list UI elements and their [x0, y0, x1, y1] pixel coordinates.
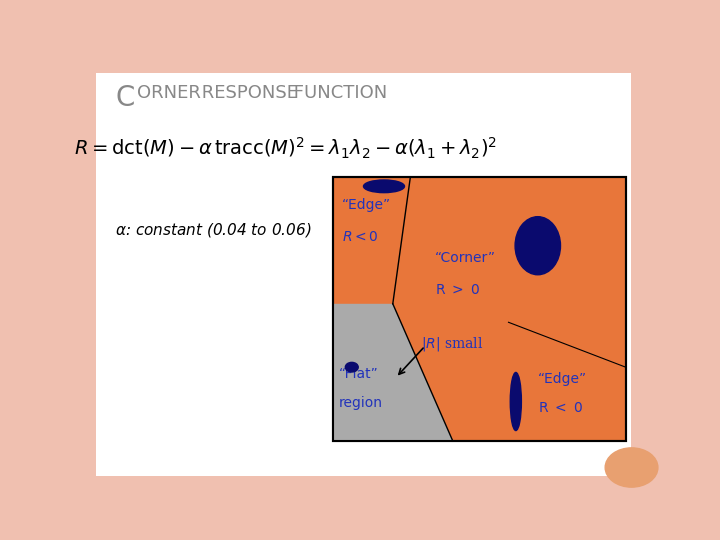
Polygon shape: [333, 304, 453, 441]
Ellipse shape: [364, 180, 405, 193]
Text: $|R|$ small: $|R|$ small: [420, 335, 483, 354]
Text: $R < 0$: $R < 0$: [341, 230, 378, 244]
Circle shape: [346, 362, 359, 372]
Text: “Corner”: “Corner”: [436, 251, 496, 265]
Text: C: C: [115, 84, 135, 112]
Bar: [333, 177, 626, 441]
Text: “Edge”: “Edge”: [341, 198, 391, 212]
Bar: [333, 177, 626, 441]
Text: $R = \mathrm{dct}(M) - \alpha\,\mathrm{tracc}(M)^2 = \lambda_1\lambda_2 - \alpha: $R = \mathrm{dct}(M) - \alpha\,\mathrm{t…: [73, 136, 497, 161]
Text: R $<$ 0: R $<$ 0: [538, 402, 583, 415]
Circle shape: [606, 448, 658, 487]
Ellipse shape: [510, 373, 521, 430]
Ellipse shape: [515, 217, 560, 275]
Text: FUNCTION: FUNCTION: [288, 84, 387, 102]
Text: R $>$ 0: R $>$ 0: [436, 282, 480, 296]
Text: region: region: [338, 396, 382, 410]
Text: “Edge”: “Edge”: [538, 373, 587, 387]
Text: ORNER: ORNER: [138, 84, 202, 102]
Text: “Flat”: “Flat”: [338, 367, 378, 381]
Text: RESPONSE: RESPONSE: [196, 84, 298, 102]
Text: $\alpha$: constant (0.04 to 0.06): $\alpha$: constant (0.04 to 0.06): [115, 221, 312, 239]
